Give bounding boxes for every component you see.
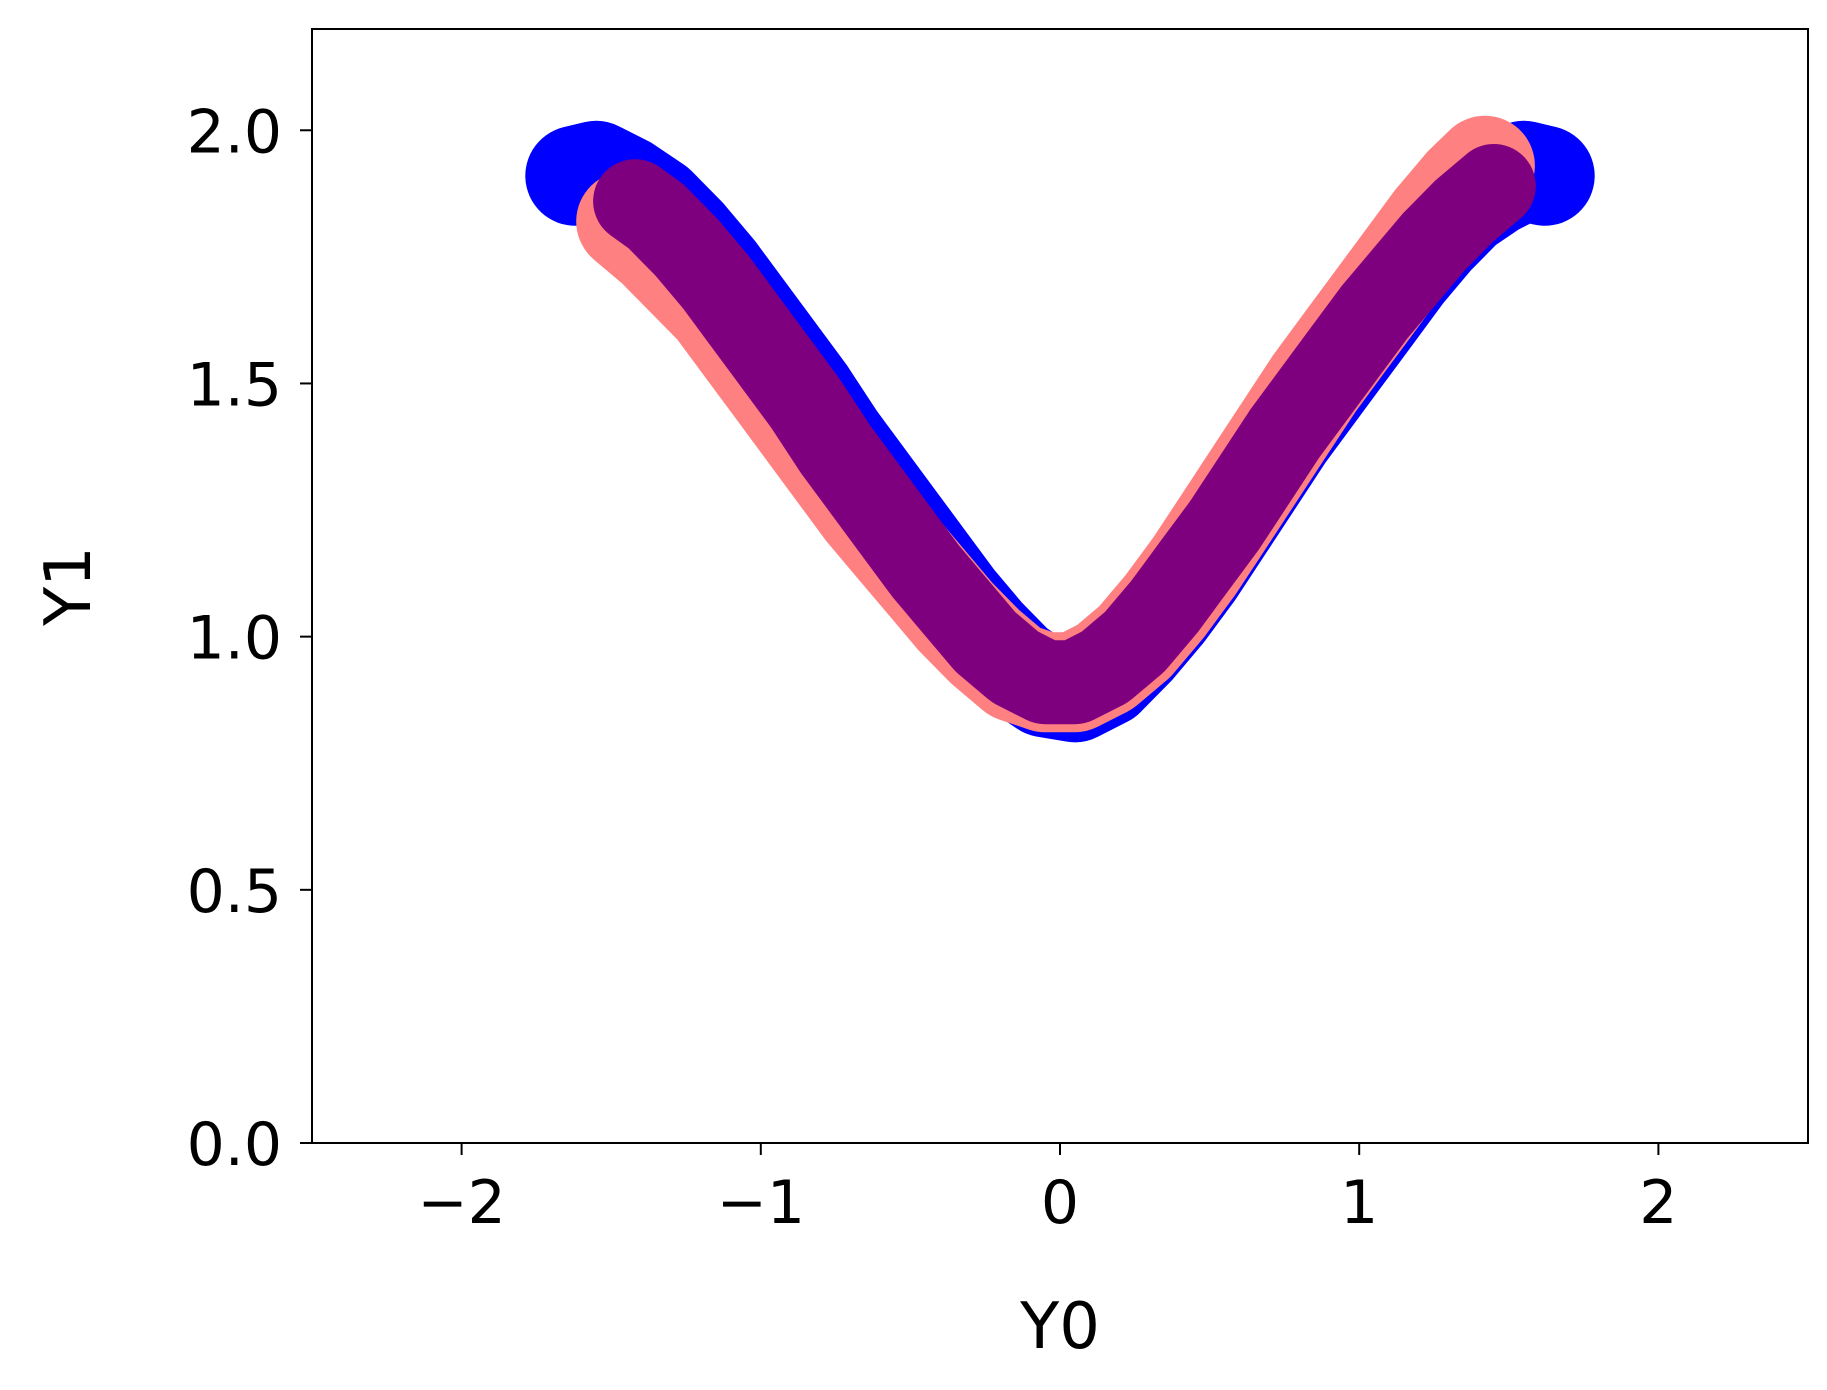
- y-axis-label: Y1: [32, 546, 106, 627]
- y-tick-label: 1.0: [187, 604, 282, 674]
- x-tick-label: 1: [1340, 1168, 1378, 1238]
- scatter-point: [1224, 449, 1285, 510]
- scatter-point: [1194, 495, 1255, 556]
- scatter-point: [775, 373, 836, 434]
- x-tick-label: −1: [717, 1168, 805, 1238]
- series-2: [593, 144, 1536, 725]
- y-tick-label: 0.0: [187, 1110, 282, 1180]
- x-tick-label: 2: [1639, 1168, 1677, 1238]
- x-axis-ticks: −2 −1 0 1 2: [417, 1143, 1677, 1238]
- y-tick-label: 1.5: [187, 350, 282, 420]
- x-tick-label: 0: [1041, 1168, 1079, 1238]
- plot-marks: [525, 115, 1595, 743]
- y-axis-ticks: 0.0 0.5 1.0 1.5 2.0: [187, 97, 312, 1180]
- x-tick-label: −2: [417, 1168, 505, 1238]
- y-tick-label: 0.5: [187, 857, 282, 927]
- x-axis-label: Y0: [1019, 1290, 1100, 1364]
- scatter-point: [1463, 156, 1524, 216]
- y-tick-label: 2.0: [187, 97, 282, 167]
